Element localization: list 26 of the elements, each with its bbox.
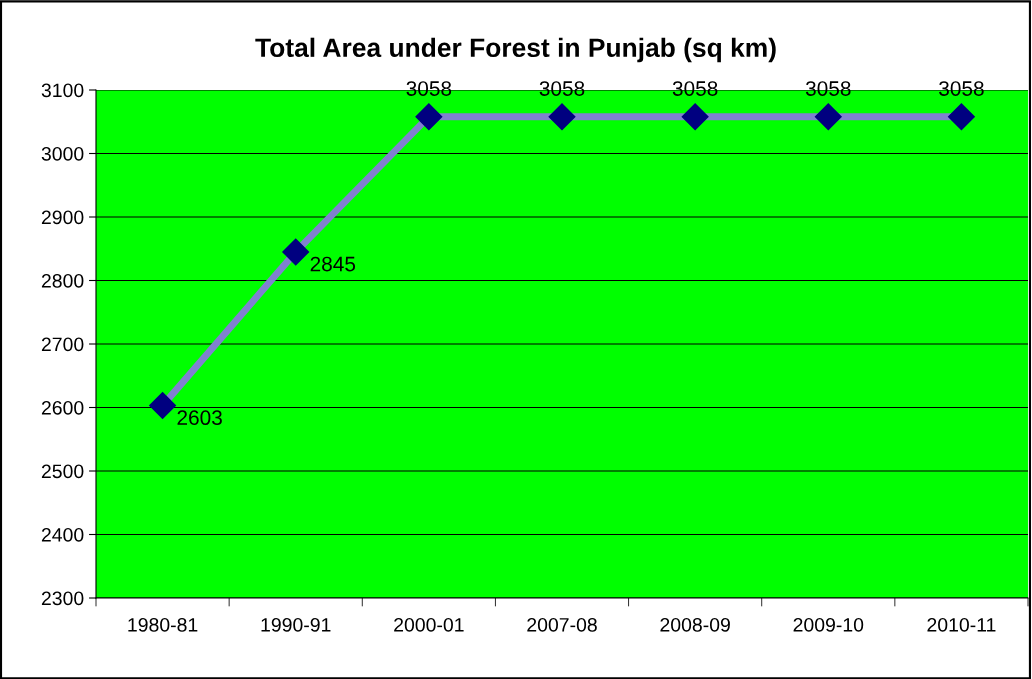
data-label: 2845	[310, 256, 356, 272]
x-tick-label: 2007-08	[527, 617, 597, 632]
point	[282, 238, 310, 266]
x-tick-label: 2009-10	[793, 617, 864, 632]
x-tick-label: 2000-01	[394, 617, 464, 632]
y-tick-label: 3100	[41, 83, 84, 98]
point	[548, 103, 576, 131]
y-tick-label: 2500	[41, 464, 84, 479]
point	[149, 392, 177, 420]
y-tick-label: 2600	[41, 400, 84, 415]
data-label: 2603	[177, 410, 222, 426]
y-tick-label: 2800	[41, 273, 84, 288]
y-tick-label: 2400	[41, 527, 84, 542]
x-tick-label: 2010-11	[927, 617, 996, 632]
x-tick-label: 1980-81	[128, 617, 198, 632]
x-tick-label: 1990-91	[261, 617, 331, 632]
point	[415, 103, 443, 131]
point	[814, 103, 842, 131]
point	[681, 103, 709, 131]
y-tick-label: 2900	[41, 210, 84, 225]
y-tick-label: 2700	[41, 337, 84, 352]
chart-title: Total Area under Forest in Punjab (sq km)	[255, 37, 776, 63]
x-tick-label: 2008-09	[660, 617, 730, 632]
point	[947, 103, 975, 131]
y-tick-label: 3000	[41, 146, 84, 161]
y-tick-label: 2300	[41, 591, 84, 606]
